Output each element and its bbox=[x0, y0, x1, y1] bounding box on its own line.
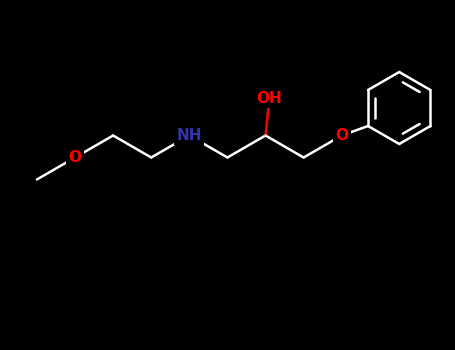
Text: NH: NH bbox=[177, 128, 202, 143]
Text: OH: OH bbox=[257, 91, 283, 106]
Text: O: O bbox=[335, 128, 348, 143]
Text: O: O bbox=[69, 150, 81, 165]
